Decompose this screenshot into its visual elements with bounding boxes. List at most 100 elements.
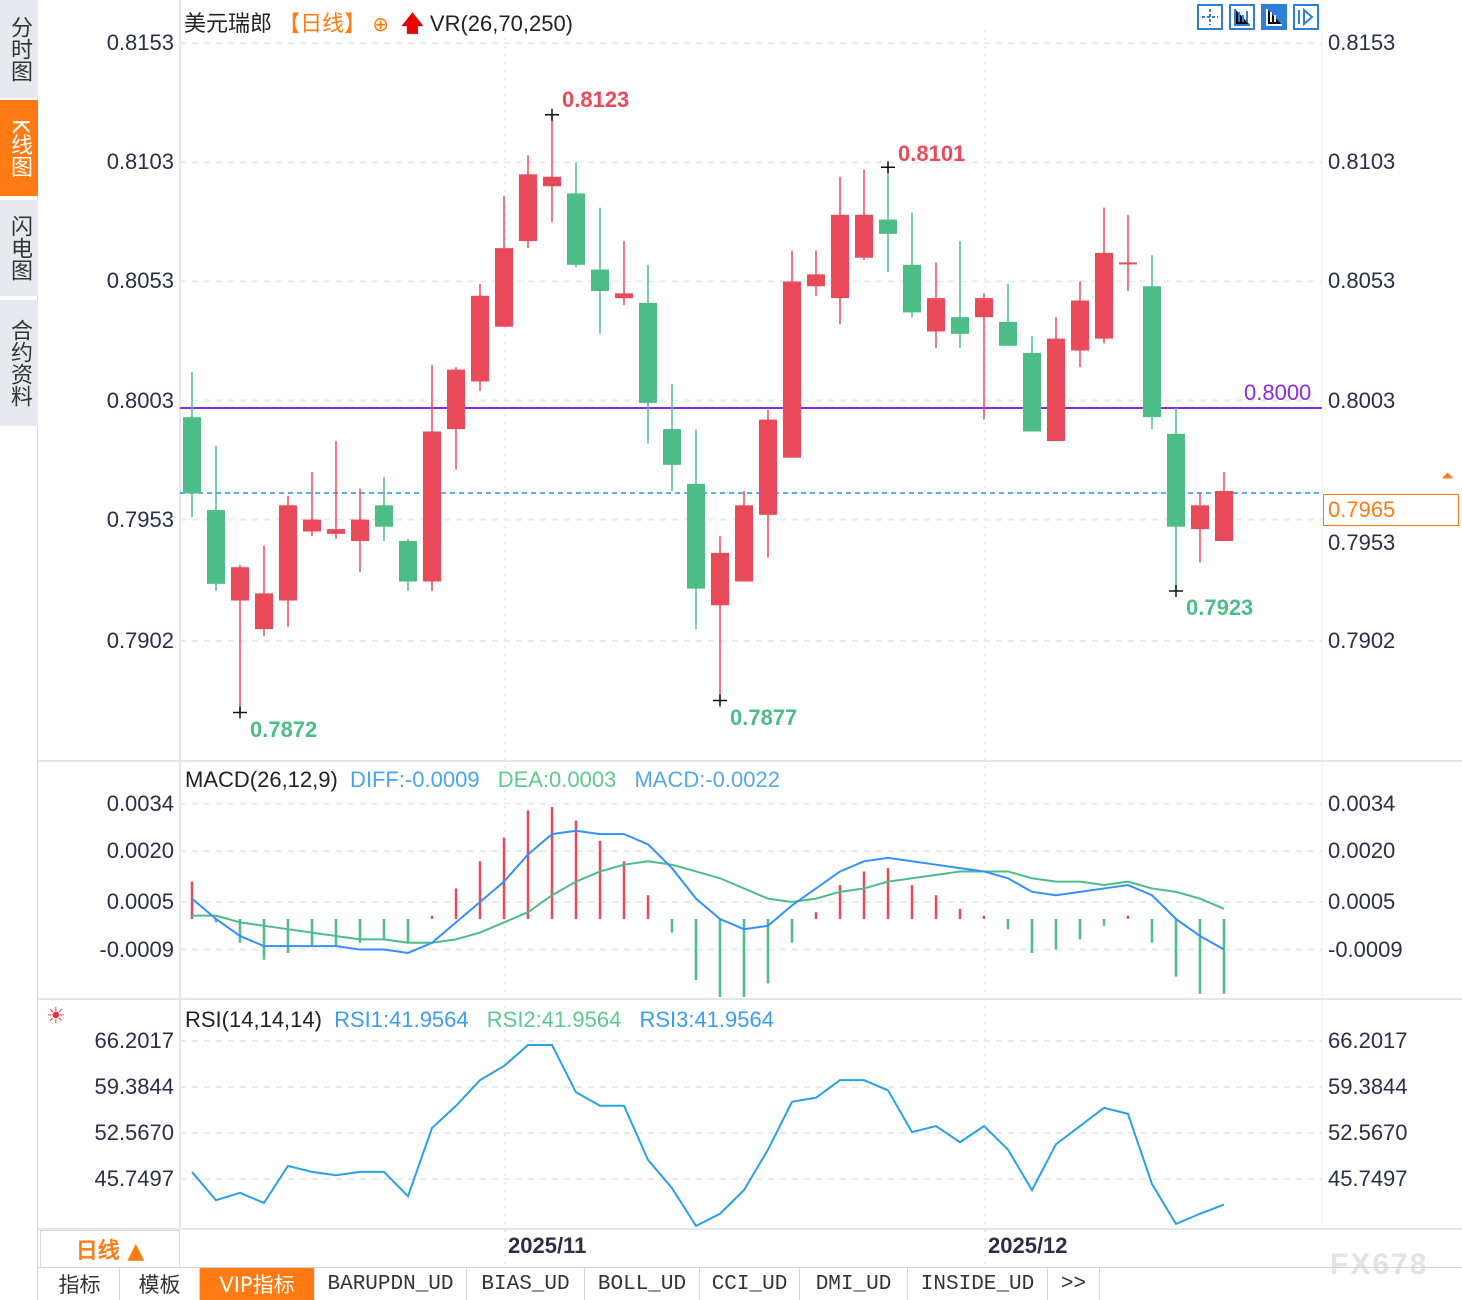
candle-body bbox=[1071, 300, 1089, 351]
candle-body bbox=[519, 174, 537, 242]
candle-body bbox=[183, 417, 201, 494]
tab-cci[interactable]: CCI_UD bbox=[700, 1268, 800, 1300]
crosshair-icon[interactable] bbox=[1197, 4, 1223, 30]
rsi-header[interactable]: RSI(14,14,14) RSI1:41.9564 RSI2:41.9564 … bbox=[185, 1007, 774, 1033]
indicator-label[interactable]: VR(26,70,250) bbox=[429, 11, 574, 36]
candle-body bbox=[375, 505, 393, 527]
current-price-badge: 0.7965 bbox=[1323, 494, 1459, 526]
watermark-logo: FX678 bbox=[1330, 1248, 1429, 1281]
rsi-axis-label: 45.7497 bbox=[94, 1166, 174, 1191]
sidebar-tab-timeshare[interactable]: 分时图 bbox=[0, 0, 38, 98]
macd-title: MACD(26,12,9) bbox=[185, 767, 338, 792]
low-label: 0.7872 bbox=[250, 717, 318, 742]
candle-body bbox=[1095, 252, 1113, 339]
extreme-marker bbox=[233, 706, 247, 719]
tab-dmi[interactable]: DMI_UD bbox=[800, 1268, 908, 1300]
candle-body bbox=[351, 519, 369, 542]
sidebar-tab-kline[interactable]: K线图 bbox=[0, 100, 38, 196]
macd-header[interactable]: MACD(26,12,9) DIFF:-0.0009 DEA:0.0003 MA… bbox=[185, 767, 780, 793]
candle-body bbox=[783, 281, 801, 458]
sidebar-tab-contract-info[interactable]: 合约资料 bbox=[0, 300, 38, 426]
period-label[interactable]: 【日线】 bbox=[278, 11, 367, 36]
diff-line bbox=[191, 829, 1225, 954]
up-arrow-icon[interactable]: 🡅 bbox=[401, 11, 424, 36]
rsi1-value: RSI1:41.9564 bbox=[334, 1007, 469, 1032]
candle-body bbox=[447, 369, 465, 430]
macd-axis-label: 0.0005 bbox=[1328, 889, 1396, 915]
tab-more-button[interactable]: >> bbox=[1048, 1268, 1100, 1300]
price-axis-label: 0.8153 bbox=[106, 30, 174, 56]
level-line-label: 0.8000 bbox=[1244, 380, 1312, 405]
candle-body bbox=[231, 567, 249, 601]
price-axis-label: 0.7953 bbox=[106, 506, 174, 532]
rsi2-value: RSI2:41.9564 bbox=[486, 1007, 622, 1032]
macd-dea-value: DEA:0.0003 bbox=[497, 767, 617, 792]
candle-body bbox=[1215, 491, 1233, 542]
candle-body bbox=[1143, 286, 1161, 418]
candle-body bbox=[879, 219, 897, 234]
price-axis-label: 0.8103 bbox=[1328, 149, 1396, 175]
candle-body bbox=[255, 593, 273, 630]
price-axis-label: 0.8153 bbox=[1328, 30, 1396, 56]
tab-indicators[interactable]: 指标 bbox=[40, 1268, 120, 1300]
date-label: 2025/12 bbox=[988, 1233, 1068, 1258]
sun-icon[interactable]: ☀ bbox=[46, 1003, 66, 1028]
tab-boll[interactable]: BOLL_UD bbox=[585, 1268, 700, 1300]
panel-divider[interactable] bbox=[38, 998, 1462, 1000]
price-axis-label: 0.7902 bbox=[1328, 628, 1396, 653]
add-circle-icon[interactable]: ⊕ bbox=[372, 14, 390, 36]
candle-body bbox=[591, 269, 609, 292]
rsi-axis-label: 52.5670 bbox=[94, 1120, 174, 1145]
macd-axis-label: -0.0009 bbox=[1328, 936, 1403, 962]
symbol-name: 美元瑞郎 bbox=[184, 11, 273, 36]
price-axis-label: 0.8003 bbox=[106, 387, 174, 413]
bar-chart-active-icon[interactable] bbox=[1261, 4, 1287, 30]
divider bbox=[38, 1267, 1462, 1268]
candle-body bbox=[1023, 352, 1041, 432]
candle-body bbox=[615, 293, 633, 299]
next-icon[interactable] bbox=[1293, 4, 1319, 30]
tab-templates[interactable]: 模板 bbox=[120, 1268, 200, 1300]
rsi-axis-label: 45.7497 bbox=[1328, 1166, 1408, 1191]
dea-line bbox=[192, 860, 1225, 944]
rsi3-value: RSI3:41.9564 bbox=[639, 1007, 774, 1032]
chart-header: 美元瑞郎 【日线】 ⊕ 🡅 VR(26,70,250) bbox=[184, 6, 573, 45]
price-axis-label: 0.7902 bbox=[106, 628, 174, 653]
candle-body bbox=[471, 295, 489, 382]
candle-body bbox=[855, 214, 873, 258]
rsi-axis-label: 59.3844 bbox=[1328, 1074, 1408, 1099]
candle-body bbox=[1119, 262, 1137, 265]
candle-body bbox=[1047, 338, 1065, 442]
rsi-axis-label: 66.2017 bbox=[94, 1028, 174, 1053]
period-selector[interactable]: 日线 ▲ bbox=[40, 1230, 180, 1268]
extreme-marker bbox=[713, 694, 727, 707]
high-label: 0.8123 bbox=[562, 87, 630, 112]
rsi-title: RSI(14,14,14) bbox=[185, 1007, 322, 1032]
tab-vip-indicators[interactable]: VIP指标 bbox=[200, 1268, 315, 1300]
macd-axis-label: 0.0020 bbox=[1328, 838, 1396, 864]
candle-body bbox=[495, 248, 513, 327]
macd-value: MACD:-0.0022 bbox=[634, 767, 780, 792]
sidebar-tab-flash[interactable]: 闪电图 bbox=[0, 200, 38, 296]
tab-barupdn[interactable]: BARUPDN_UD bbox=[315, 1268, 467, 1300]
divider bbox=[38, 1228, 1462, 1230]
extreme-marker bbox=[881, 161, 895, 174]
bar-chart-icon[interactable] bbox=[1229, 4, 1255, 30]
tab-bias[interactable]: BIAS_UD bbox=[467, 1268, 585, 1300]
tab-inside[interactable]: INSIDE_UD bbox=[908, 1268, 1048, 1300]
candle-body bbox=[303, 519, 321, 532]
panel-divider[interactable] bbox=[38, 760, 1462, 762]
rsi-line bbox=[191, 1044, 1225, 1228]
candle-body bbox=[327, 529, 345, 534]
candle-body bbox=[735, 505, 753, 582]
rsi-axis-label: 66.2017 bbox=[1328, 1028, 1408, 1053]
price-axis-label: 0.8003 bbox=[1328, 387, 1396, 413]
candle-body bbox=[543, 176, 561, 187]
candle-body bbox=[567, 193, 585, 265]
candle-body bbox=[975, 298, 993, 318]
extreme-marker bbox=[545, 108, 559, 121]
price-alert-icon[interactable]: ⏶ bbox=[1441, 468, 1454, 485]
price-axis-label: 0.7953 bbox=[1328, 530, 1396, 555]
candle-body bbox=[399, 541, 417, 582]
